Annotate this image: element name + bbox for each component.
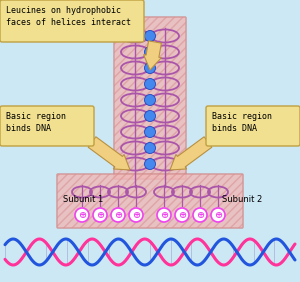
Circle shape [211,208,225,222]
Circle shape [145,30,155,41]
Circle shape [145,94,155,105]
FancyBboxPatch shape [114,17,186,179]
FancyArrow shape [144,41,161,70]
FancyBboxPatch shape [0,106,94,146]
Circle shape [157,208,171,222]
Text: ⊕: ⊕ [96,210,104,221]
Circle shape [75,208,89,222]
Circle shape [145,158,155,169]
Circle shape [145,111,155,122]
Text: Subunit 2: Subunit 2 [222,195,262,204]
Circle shape [93,208,107,222]
FancyBboxPatch shape [0,0,144,42]
Text: ⊕: ⊕ [196,210,204,221]
FancyArrow shape [170,137,212,170]
Text: ⊕: ⊕ [78,210,86,221]
FancyBboxPatch shape [206,106,300,146]
FancyBboxPatch shape [114,17,186,179]
FancyBboxPatch shape [57,174,243,228]
Text: ⊕: ⊕ [132,210,140,221]
FancyArrow shape [88,137,130,170]
Text: ⊕: ⊕ [178,210,186,221]
Circle shape [145,142,155,153]
Text: ⊕: ⊕ [114,210,122,221]
Text: Subunit 1: Subunit 1 [63,195,103,204]
Text: Basic region
binds DNA: Basic region binds DNA [212,112,272,133]
Circle shape [145,63,155,74]
Circle shape [145,127,155,138]
Circle shape [175,208,189,222]
Text: Leucines on hydrophobic
faces of helices interact: Leucines on hydrophobic faces of helices… [6,6,131,27]
FancyBboxPatch shape [57,174,243,228]
Text: ⊕: ⊕ [214,210,222,221]
Circle shape [145,47,155,58]
Circle shape [129,208,143,222]
Text: ⊕: ⊕ [160,210,168,221]
Circle shape [193,208,207,222]
Text: Basic region
binds DNA: Basic region binds DNA [6,112,66,133]
Circle shape [145,78,155,89]
Circle shape [111,208,125,222]
